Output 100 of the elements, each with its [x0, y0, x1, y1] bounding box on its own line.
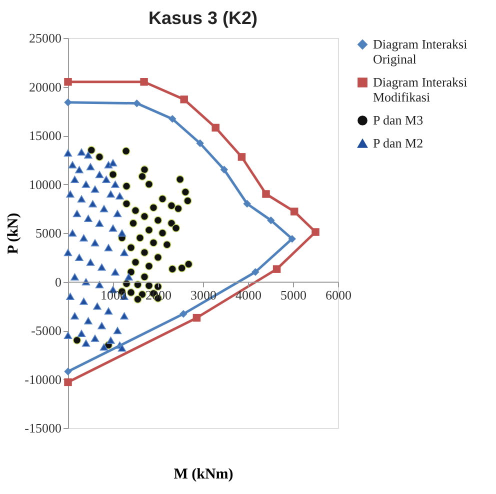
- point: [144, 262, 154, 270]
- point: [181, 188, 190, 196]
- point: [111, 268, 120, 276]
- point: [100, 343, 108, 351]
- point: [149, 238, 158, 247]
- point: [75, 254, 84, 261]
- point: [64, 98, 72, 106]
- point: [134, 295, 142, 304]
- point: [72, 336, 82, 344]
- point: [180, 310, 188, 318]
- point: [82, 278, 90, 286]
- y-axis-title: P (kN): [6, 212, 22, 254]
- point: [70, 312, 79, 320]
- point: [95, 220, 104, 227]
- point: [180, 96, 188, 104]
- point: [64, 248, 72, 256]
- point: [95, 281, 104, 288]
- point: [290, 208, 298, 216]
- point: [86, 258, 95, 266]
- point: [126, 244, 136, 252]
- point: [178, 264, 186, 272]
- point: [220, 166, 228, 174]
- point: [77, 195, 86, 202]
- point: [104, 244, 113, 252]
- point: [90, 334, 100, 342]
- point: [138, 290, 146, 299]
- x-tick-label: 3000: [190, 287, 216, 302]
- point: [184, 260, 193, 268]
- point: [64, 149, 72, 157]
- point: [126, 268, 136, 276]
- point: [172, 224, 180, 232]
- point: [174, 204, 182, 213]
- point: [98, 322, 106, 330]
- point: [70, 176, 79, 183]
- point: [113, 326, 122, 334]
- point: [98, 264, 106, 271]
- point: [140, 78, 148, 86]
- point: [68, 161, 77, 168]
- point: [66, 190, 74, 198]
- point: [84, 214, 92, 222]
- point: [129, 219, 138, 228]
- point: [136, 234, 144, 242]
- point: [262, 190, 270, 198]
- point: [154, 216, 162, 224]
- point: [149, 204, 158, 212]
- point: [212, 124, 220, 132]
- point: [84, 151, 92, 159]
- legend-label: P dan M3: [373, 112, 424, 128]
- point: [131, 206, 140, 215]
- y-tick-label: -15000: [24, 420, 62, 436]
- y-tick-label: -10000: [24, 372, 62, 387]
- y-tick-label: 15000: [29, 128, 62, 143]
- point: [140, 272, 149, 281]
- point: [252, 268, 260, 276]
- point: [184, 196, 192, 205]
- point: [144, 226, 154, 234]
- point: [144, 180, 154, 188]
- point: [75, 166, 84, 174]
- y-tick-label: 0: [55, 274, 62, 290]
- y-tick-label: 25000: [29, 30, 62, 46]
- point: [111, 180, 120, 188]
- legend-label: Diagram Interaksi Original: [373, 36, 468, 66]
- point: [140, 248, 149, 257]
- point: [77, 148, 86, 156]
- point: [87, 146, 96, 154]
- point: [168, 264, 177, 274]
- point: [131, 258, 140, 266]
- point: [122, 182, 131, 190]
- point: [100, 205, 108, 212]
- point: [84, 317, 92, 324]
- point: [272, 265, 281, 273]
- point: [108, 170, 118, 179]
- point: [122, 200, 131, 208]
- point: [64, 332, 72, 339]
- point: [113, 210, 122, 218]
- point: [154, 253, 162, 262]
- y-tick-label: 10000: [29, 176, 62, 192]
- point: [140, 212, 149, 221]
- point: [77, 330, 86, 338]
- point: [86, 163, 95, 170]
- point: [64, 78, 72, 86]
- point: [106, 336, 115, 344]
- point: [158, 194, 167, 203]
- point: [162, 240, 172, 249]
- point: [140, 166, 149, 174]
- point: [106, 190, 115, 198]
- y-tick-label: 20000: [29, 79, 62, 94]
- point: [80, 234, 88, 242]
- point: [167, 219, 176, 228]
- point: [64, 368, 72, 376]
- point: [104, 307, 113, 315]
- point: [64, 378, 72, 386]
- y-tick-label: 5000: [36, 226, 62, 240]
- y-tick-label: -5000: [31, 323, 62, 338]
- point: [120, 248, 128, 256]
- point: [312, 228, 320, 236]
- point: [124, 273, 133, 280]
- point: [88, 200, 97, 208]
- point: [176, 175, 184, 184]
- point: [95, 152, 104, 162]
